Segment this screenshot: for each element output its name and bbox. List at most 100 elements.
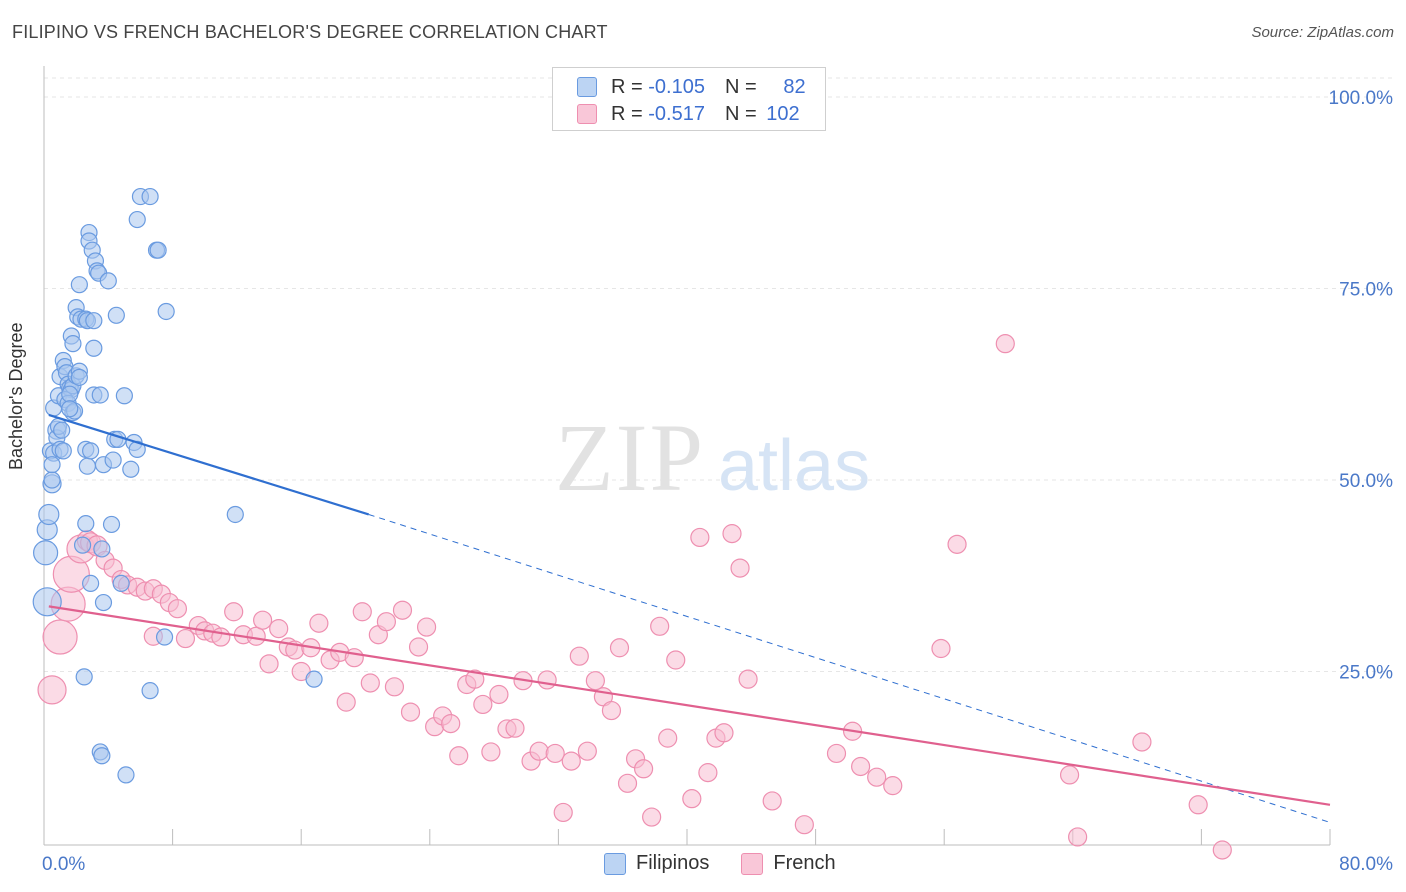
data-point xyxy=(112,574,130,593)
data-point xyxy=(561,751,581,771)
data-point xyxy=(400,702,421,722)
data-point xyxy=(762,791,782,811)
data-point xyxy=(128,210,146,229)
data-point xyxy=(384,677,405,697)
chart-title: FILIPINO VS FRENCH BACHELOR'S DEGREE COR… xyxy=(12,22,608,42)
legend-n-value: 82 xyxy=(783,75,806,98)
data-point xyxy=(553,802,573,823)
trend-lines xyxy=(48,413,1331,823)
y-tick-label: 50.0% xyxy=(1339,471,1393,492)
data-point xyxy=(82,574,100,593)
data-point xyxy=(32,587,62,617)
data-point xyxy=(167,599,188,619)
source-attribution: Source: ZipAtlas.com xyxy=(1251,24,1394,41)
data-point xyxy=(157,302,175,321)
data-point xyxy=(305,670,323,688)
data-point xyxy=(1132,732,1152,752)
data-point xyxy=(61,400,79,418)
data-point xyxy=(91,386,109,404)
data-point xyxy=(851,756,871,777)
data-point xyxy=(70,276,88,294)
data-point xyxy=(1188,795,1208,815)
grid-lines xyxy=(44,77,1395,672)
data-point xyxy=(585,671,605,691)
legend-swatch-french xyxy=(741,852,764,875)
data-point xyxy=(698,763,718,783)
data-point xyxy=(344,648,364,668)
data-point xyxy=(226,505,244,524)
data-point xyxy=(122,460,140,478)
data-point xyxy=(117,766,135,784)
legend-item-filipinos[interactable]: Filipinos xyxy=(604,852,709,875)
data-point xyxy=(54,442,72,460)
data-point xyxy=(104,451,122,469)
data-point xyxy=(352,602,372,622)
watermark: ZIP atlas xyxy=(555,404,870,511)
data-point xyxy=(85,312,103,330)
series-french-points xyxy=(37,334,1232,860)
data-point xyxy=(75,668,93,686)
data-point xyxy=(73,536,92,554)
data-point xyxy=(376,612,396,632)
data-point xyxy=(269,619,289,639)
data-point xyxy=(738,669,758,689)
data-point xyxy=(465,669,485,689)
data-point xyxy=(1059,765,1080,785)
data-point xyxy=(141,187,159,206)
data-point xyxy=(489,684,509,705)
legend-label-filipinos: Filipinos xyxy=(636,852,710,874)
data-point xyxy=(995,334,1015,354)
correlation-legend: R = -0.105 N = 82 R = -0.517 N = 102 xyxy=(552,67,826,131)
data-point xyxy=(38,503,60,526)
tick-labels: 100.0% 75.0% 50.0% 25.0% 0.0% 80.0% xyxy=(42,88,1393,875)
data-point xyxy=(61,385,79,403)
data-point xyxy=(211,627,231,647)
legend-swatch-filipinos xyxy=(604,852,626,875)
data-point xyxy=(505,718,525,738)
data-point xyxy=(77,515,95,533)
legend-n-label: N = xyxy=(724,102,757,125)
data-point xyxy=(545,743,565,764)
data-point xyxy=(449,746,469,766)
legend-item-french[interactable]: French xyxy=(741,852,836,875)
data-point xyxy=(473,694,493,715)
data-point xyxy=(794,815,814,835)
legend-n-value: 102 xyxy=(766,102,800,125)
data-point xyxy=(826,743,847,764)
data-point xyxy=(867,767,887,787)
data-point xyxy=(85,339,103,357)
data-point xyxy=(42,619,78,655)
data-point xyxy=(259,654,279,674)
trend-line-filipinos-extrapolated xyxy=(368,513,1331,823)
watermark-atlas: atlas xyxy=(718,426,870,506)
legend-r-value: -0.517 xyxy=(648,102,705,125)
data-point xyxy=(43,471,61,489)
data-point xyxy=(883,776,903,796)
y-axis-label: Bachelor's Degree xyxy=(6,322,26,470)
data-point xyxy=(102,515,121,534)
data-point xyxy=(155,628,174,646)
data-point xyxy=(149,241,167,259)
data-point xyxy=(722,524,742,544)
data-point xyxy=(441,713,461,734)
data-point xyxy=(93,540,111,558)
data-point xyxy=(309,613,329,633)
data-point xyxy=(37,675,67,705)
legend-r-label: R = xyxy=(611,75,643,98)
legend-swatch-filipinos xyxy=(577,77,597,97)
watermark-zip: ZIP xyxy=(555,404,705,511)
data-point xyxy=(115,387,133,405)
legend-r-label: R = xyxy=(611,102,643,125)
data-point xyxy=(99,272,117,290)
series-legend: Filipinos French xyxy=(604,852,868,875)
data-point xyxy=(537,670,557,690)
data-point xyxy=(253,610,273,630)
data-point xyxy=(107,306,125,324)
data-point xyxy=(1068,827,1088,847)
y-tick-label: 25.0% xyxy=(1339,663,1393,684)
data-point xyxy=(53,421,71,439)
data-point xyxy=(650,616,670,636)
y-tick-label: 100.0% xyxy=(1329,88,1394,109)
data-point xyxy=(416,617,437,637)
data-point xyxy=(666,650,686,670)
